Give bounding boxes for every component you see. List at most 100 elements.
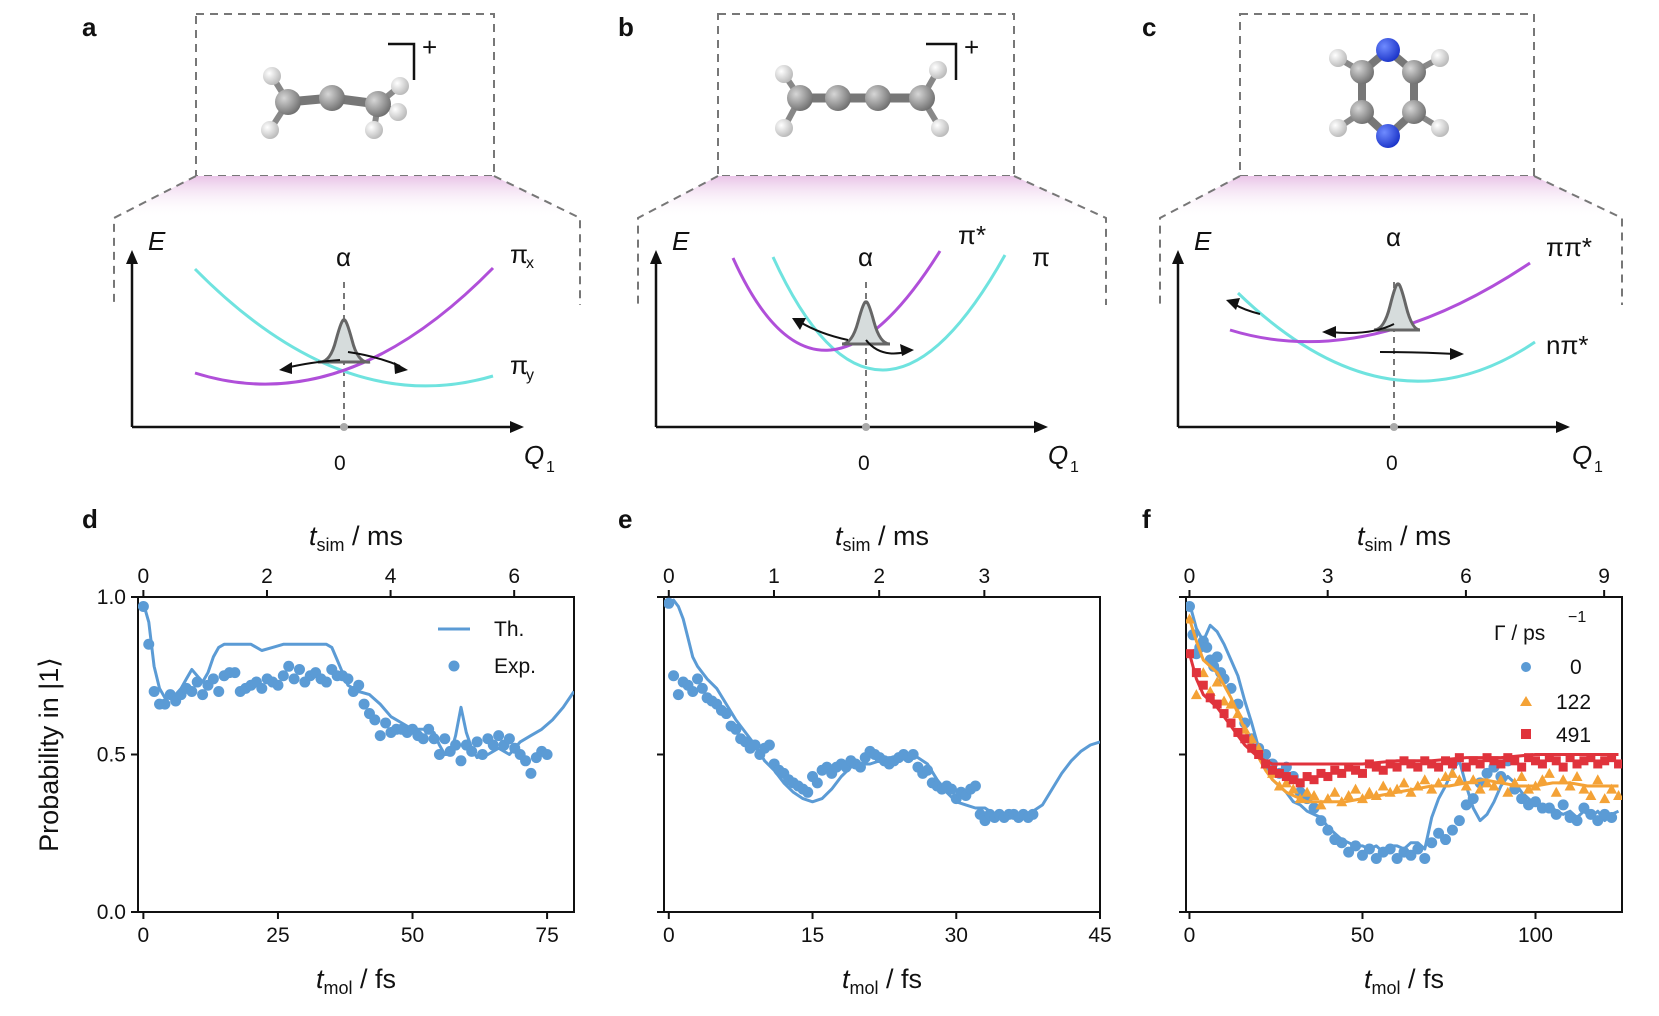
data-point [1536,774,1548,785]
data-point [1454,753,1464,763]
data-point [1287,783,1299,794]
data-point [1427,759,1437,769]
data-point [1274,768,1284,778]
zoom-fan [638,176,1106,218]
data-point [1551,756,1561,766]
data-point [1599,793,1611,804]
data-point [380,717,392,729]
data-point [1419,852,1431,864]
chart-panel-e: 0 15 30 45 0 1 2 3 tmol / fs tsim / ms [657,521,1112,998]
data-point [466,745,478,757]
data-point [945,783,957,795]
data-point [1330,765,1340,775]
data-point [672,689,684,701]
data-point [1378,765,1388,775]
data-point [1523,783,1535,794]
data-point [1302,772,1312,782]
data-point [1578,783,1590,794]
data-point [1186,613,1195,624]
origin-tick-label: 0 [858,452,870,475]
data-point [1247,743,1257,753]
data-point [1254,750,1264,759]
panel-letter-d: d [82,504,98,534]
x-tick-label: 0 [663,924,675,947]
lower-curve-label: nπ* [1546,330,1589,360]
data-point [1370,789,1382,800]
data-point [1261,759,1271,769]
data-point [1027,808,1039,820]
data-point [1434,762,1444,772]
legend-label-experiment: Exp. [494,655,536,678]
origin-dot [1390,423,1398,431]
propyne-cation-ball-and-stick-model [261,67,409,139]
data-point [1600,756,1610,766]
arrowhead [792,318,806,330]
data-point [922,764,934,776]
data-point [277,670,289,682]
arrowhead [279,362,292,374]
chart-panel-f: 0 50 100 0 3 6 9 tmol / fs tsim / ms [1179,521,1623,998]
upper-curve-label: π [510,239,528,269]
zoom-line-right [1013,175,1107,305]
arrowhead [1450,348,1464,360]
zoom-fan [1160,176,1622,218]
data-point [1572,759,1582,769]
data-point [1510,756,1520,766]
x2-tick-label: 0 [1184,565,1196,588]
data-point [1593,759,1603,769]
data-point [1585,789,1597,800]
legend-panel-d: Th. Exp. [438,618,536,678]
data-point [1412,780,1424,791]
data-point [288,673,300,685]
data-point [293,663,305,675]
data-point [213,686,225,697]
data-point [1337,768,1347,778]
x2-tick-label: 6 [1460,565,1472,588]
data-point [1363,786,1375,797]
arrowhead [900,344,914,356]
data-point [1329,786,1341,797]
data-point [1461,762,1471,772]
energy-axis-arrowhead [650,250,662,264]
schematic-panel-b: b + [618,12,1107,305]
data-point [1385,759,1395,769]
wavepacket-arrow-right [1379,351,1457,355]
legend-label-theory: Th. [494,618,524,641]
x-tick-label: 45 [1088,924,1111,947]
arrowhead [394,362,408,374]
data-point [159,698,171,710]
x2-tick-label: 9 [1598,565,1610,588]
charge-bracket [926,42,958,80]
panel-letter-c: c [1142,12,1156,42]
zoom-fan [114,176,580,218]
energy-axis-label: E [1194,226,1212,256]
origin-tick-label: 0 [334,452,346,475]
x2-tick-label: 4 [385,565,397,588]
data-point [191,676,203,688]
data-point [1592,774,1604,785]
data-point [1544,753,1554,763]
data-point [1530,756,1540,766]
data-point [1377,780,1389,791]
series-line-122 [1188,618,1619,804]
data-point [1336,837,1348,849]
arrowhead [1322,326,1336,338]
data-point [455,755,467,767]
lower-curve-subscript: y [526,367,534,384]
data-point [374,730,386,742]
data-point [1406,759,1416,769]
x2-tick-label: 0 [138,565,150,588]
data-point [1232,708,1244,719]
data-point [1190,689,1202,700]
x-tick-label: 25 [266,924,289,947]
origin-dot [340,423,348,431]
data-point [1219,709,1229,719]
data-point [1399,756,1409,766]
data-point [138,600,149,612]
data-point [320,676,332,688]
data-point [1186,649,1194,659]
data-point [696,682,708,694]
data-point [1288,775,1298,785]
x2-tick-label: 3 [979,565,991,588]
